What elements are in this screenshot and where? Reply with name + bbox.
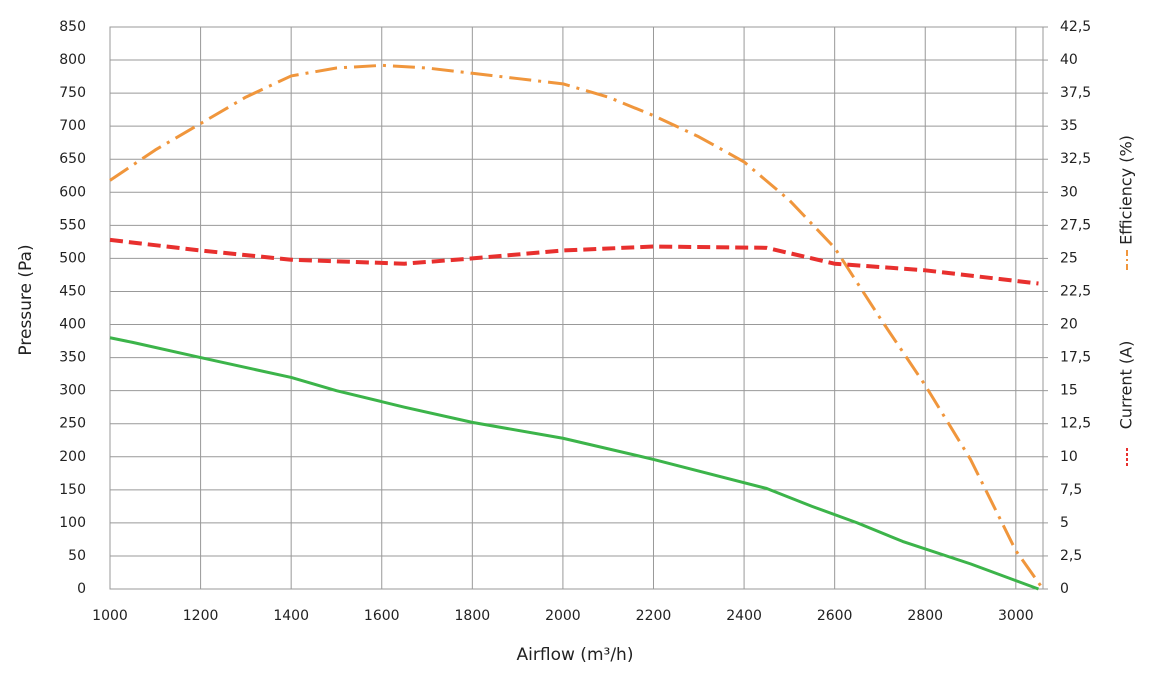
y-tick-label: 800 (59, 52, 86, 68)
legend-entry: Efficiency (%) (1117, 135, 1136, 270)
y-tick-label: 600 (59, 184, 86, 200)
plot-frame (109, 26, 1044, 590)
y2-tick-label: 32,5 (1060, 151, 1091, 167)
legend-label: Efficiency (%) (1117, 135, 1136, 245)
y-tick-label: 550 (59, 217, 86, 233)
y2-tick-label: 2,5 (1060, 548, 1082, 564)
x-tick-label: 2400 (726, 608, 762, 624)
y-tick-label: 100 (59, 515, 86, 531)
x-tick-label: 1600 (364, 608, 400, 624)
y2-tick-label: 35 (1060, 118, 1078, 134)
y2-tick-label: 20 (1060, 317, 1078, 333)
y-tick-label: 50 (68, 548, 86, 564)
y-tick-label: 450 (59, 283, 86, 299)
x-tick-label: 3000 (998, 608, 1034, 624)
y2-tick-label: 15 (1060, 383, 1078, 399)
series-line (109, 63, 1045, 590)
y-tick-label: 300 (59, 383, 86, 399)
y-tick-label: 0 (77, 581, 86, 597)
y2-tick-label: 5 (1060, 515, 1069, 531)
y-tick-label: 750 (59, 85, 86, 101)
y-tick-label: 150 (59, 482, 86, 498)
legend-entry: Current (A) (1117, 341, 1136, 468)
y2-tick-label: 22,5 (1060, 283, 1091, 299)
legend-label: Current (A) (1117, 341, 1136, 430)
y-tick-label: 700 (59, 118, 86, 134)
x-tick-label: 2800 (907, 608, 943, 624)
y2-tick-label: 0 (1060, 581, 1069, 597)
y2-tick-label: 12,5 (1060, 416, 1091, 432)
y2-tick-label: 30 (1060, 184, 1078, 200)
x-tick-label: 2000 (545, 608, 581, 624)
y2-tick-label: 17,5 (1060, 350, 1091, 366)
y-tick-label: 850 (59, 19, 86, 35)
x-tick-label: 2600 (817, 608, 853, 624)
y-tick-label: 250 (59, 416, 86, 432)
y-tick-label: 650 (59, 151, 86, 167)
x-tick-label: 1000 (92, 608, 128, 624)
x-tick-label: 1400 (273, 608, 309, 624)
y2-tick-label: 40 (1060, 52, 1078, 68)
y2-tick-label: 25 (1060, 250, 1078, 266)
x-tick-label: 2200 (636, 608, 672, 624)
y2-tick-label: 42,5 (1060, 19, 1091, 35)
y2-tick-label: 27,5 (1060, 217, 1091, 233)
y2-tick-label: 7,5 (1060, 482, 1082, 498)
y-tick-label: 400 (59, 317, 86, 333)
y2-tick-label: 37,5 (1060, 85, 1091, 101)
y-axis-label: Pressure (Pa) (16, 244, 36, 355)
y-tick-label: 500 (59, 250, 86, 266)
x-tick-label: 1200 (183, 608, 219, 624)
y-tick-label: 200 (59, 449, 86, 465)
y2-tick-label: 10 (1060, 449, 1078, 465)
series-line (109, 336, 1039, 591)
y-tick-label: 350 (59, 350, 86, 366)
series-line (109, 237, 1039, 286)
x-tick-label: 1800 (455, 608, 491, 624)
x-axis-label: Airflow (m³/h) (517, 645, 634, 665)
